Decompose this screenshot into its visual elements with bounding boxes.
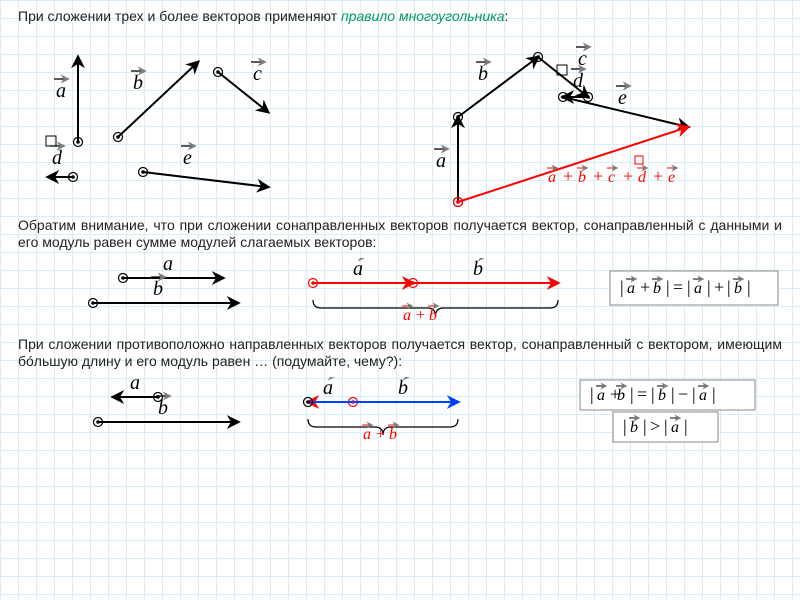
paragraph-2: Обратим внимание, что при сложении сонап… (18, 217, 782, 252)
p1-term: правило многоугольника (341, 8, 504, 24)
svg-text:a: a (163, 258, 173, 275)
svg-text:b: b (153, 278, 163, 300)
svg-text:+: + (563, 166, 573, 186)
svg-text:b: b (398, 377, 408, 399)
svg-text:|: | (707, 277, 711, 297)
svg-text:a: a (694, 280, 702, 297)
svg-text:a: a (353, 258, 363, 280)
svg-text:a: a (363, 426, 371, 443)
svg-text:|: | (747, 277, 751, 297)
svg-text:|: | (664, 416, 668, 436)
svg-text:a: a (436, 150, 446, 172)
svg-text:|: | (651, 384, 655, 404)
svg-text:|: | (727, 277, 731, 297)
svg-text:a: a (130, 377, 140, 394)
diagram-codirectional: ababa+b|a+b|=|a|+|b| (18, 258, 782, 336)
svg-text:+: + (376, 426, 385, 443)
svg-text:a: a (627, 280, 635, 297)
svg-text:a: a (323, 377, 333, 399)
diagram-opposite: ababa+b|a+b|=|b|−|a||b|>|a| (18, 377, 782, 457)
svg-text:c: c (578, 48, 587, 70)
svg-text:c: c (608, 169, 615, 186)
p2-text: Обратим внимание, что при сложении сонап… (18, 217, 782, 251)
svg-text:|: | (687, 277, 691, 297)
svg-text:b: b (653, 280, 661, 297)
svg-text:a: a (56, 80, 66, 102)
svg-text:e: e (618, 87, 627, 109)
svg-text:|: | (643, 416, 647, 436)
svg-text:=: = (637, 384, 647, 404)
svg-text:+: + (640, 277, 650, 297)
page-content: При сложении трех и более векторов приме… (0, 0, 800, 465)
svg-text:+: + (714, 277, 724, 297)
svg-text:b: b (617, 387, 625, 404)
svg-text:e: e (668, 169, 675, 186)
svg-text:b: b (429, 307, 437, 324)
svg-text:a: a (403, 307, 411, 324)
svg-text:b: b (478, 63, 488, 85)
svg-text:+: + (623, 166, 633, 186)
diagram-polygon-rule: abcdeabcdea+b+c+d+e (18, 32, 782, 217)
svg-text:b: b (578, 169, 586, 186)
svg-text:e: e (183, 147, 192, 169)
p1-text-a: При сложении трех и более векторов приме… (18, 8, 341, 24)
svg-text:b: b (658, 387, 666, 404)
svg-text:b: b (473, 258, 483, 280)
svg-text:|: | (620, 277, 624, 297)
svg-text:=: = (673, 277, 683, 297)
p3-text: При сложении противоположно направленных… (18, 336, 782, 370)
svg-text:b: b (630, 419, 638, 436)
svg-text:+: + (653, 166, 663, 186)
svg-text:|: | (712, 384, 716, 404)
svg-text:|: | (623, 416, 627, 436)
svg-text:a: a (671, 419, 679, 436)
svg-text:d: d (52, 147, 63, 169)
svg-text:b: b (133, 72, 143, 94)
svg-text:|: | (692, 384, 696, 404)
svg-text:|: | (684, 416, 688, 436)
svg-text:−: − (678, 384, 688, 404)
svg-text:b: b (389, 426, 397, 443)
svg-text:d: d (638, 169, 647, 186)
svg-text:>: > (650, 416, 660, 436)
svg-text:b: b (158, 397, 168, 419)
svg-text:|: | (590, 384, 594, 404)
p1-text-b: : (505, 8, 509, 24)
paragraph-1: При сложении трех и более векторов приме… (18, 8, 782, 26)
svg-text:a: a (699, 387, 707, 404)
svg-text:+: + (593, 166, 603, 186)
svg-text:c: c (253, 63, 262, 85)
svg-text:a: a (548, 169, 556, 186)
svg-text:|: | (666, 277, 670, 297)
svg-text:+: + (416, 307, 425, 324)
svg-text:d: d (573, 70, 584, 92)
svg-text:a: a (597, 387, 605, 404)
svg-text:|: | (630, 384, 634, 404)
svg-text:b: b (734, 280, 742, 297)
paragraph-3: При сложении противоположно направленных… (18, 336, 782, 371)
svg-text:|: | (671, 384, 675, 404)
